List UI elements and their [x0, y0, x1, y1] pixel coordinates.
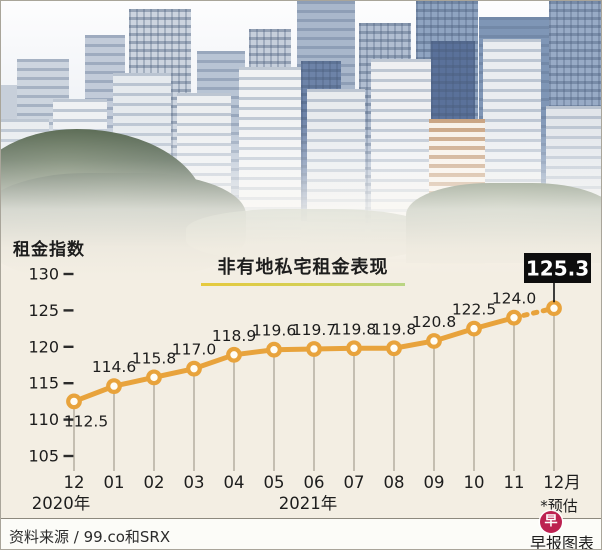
data-point-marker	[306, 341, 322, 357]
point-label: 120.8	[412, 313, 456, 331]
y-tick-label: 115	[28, 374, 59, 393]
y-tick-label: 130	[28, 265, 59, 284]
y-tick-label: 125	[28, 301, 59, 320]
estimate-note: *预估	[540, 497, 578, 515]
x-tick-label: 11	[504, 473, 525, 492]
y-tick-label: 105	[28, 447, 59, 466]
chart-title: 非有地私宅租金表现	[217, 257, 389, 278]
city-skyline-photo	[1, 1, 601, 275]
x-tick-label: 08	[384, 473, 405, 492]
point-label: 114.6	[92, 358, 136, 376]
y-tick-label: 110	[28, 410, 59, 429]
data-point-marker	[546, 300, 562, 317]
year-label-2020: 2020年	[32, 494, 91, 513]
x-tick-label: 05	[264, 473, 285, 492]
year-label-2021: 2021年	[279, 494, 338, 513]
x-tick-label: 06	[304, 473, 325, 492]
x-tick-label: 02	[144, 473, 165, 492]
zaobao-logo-icon: 早	[540, 511, 562, 533]
data-point-marker	[506, 309, 522, 326]
data-point-marker	[426, 333, 442, 349]
x-tick-label: 01	[104, 473, 125, 492]
x-tick-label: 03	[184, 473, 205, 492]
data-point-marker	[106, 378, 122, 395]
data-point-marker	[466, 320, 482, 337]
highlight-value: 125.3	[526, 257, 589, 281]
y-tick-label: 120	[28, 337, 59, 356]
source-credit: 资料来源 / 99.co和SRX	[9, 528, 171, 546]
data-point-marker	[226, 346, 242, 363]
point-label: 122.5	[452, 301, 496, 319]
x-tick-label: 09	[424, 473, 445, 492]
point-label: 119.8	[372, 320, 416, 338]
x-tick-label: 04	[224, 473, 245, 492]
data-point-marker	[266, 341, 282, 358]
zaobao-logo-char: 早	[544, 514, 558, 529]
data-point-marker	[146, 369, 162, 386]
data-point-marker	[346, 340, 362, 357]
point-label: 117.0	[172, 341, 216, 359]
point-label: 119.6	[252, 322, 296, 340]
x-tick-label: 10	[464, 473, 485, 492]
haze-overlay	[1, 1, 601, 275]
point-label: 124.0	[492, 290, 536, 308]
highlight-box	[524, 253, 591, 283]
x-tick-label: 12月	[543, 473, 581, 492]
point-label: 119.7	[292, 321, 336, 339]
point-label: 115.8	[132, 349, 176, 367]
data-point-marker	[66, 393, 82, 410]
point-label: 119.8	[332, 320, 376, 338]
point-label: 118.9	[212, 327, 256, 345]
x-tick-label: 07	[344, 473, 365, 492]
point-label: 112.5	[64, 412, 108, 430]
data-point-marker	[186, 360, 202, 377]
x-tick-label: 12	[64, 473, 85, 492]
zaobao-credit: 早报图表	[529, 534, 594, 550]
data-point-marker	[386, 340, 402, 357]
y-axis-title: 租金指数	[13, 240, 85, 260]
chart-title-block: 非有地私宅租金表现	[201, 253, 405, 286]
title-underline	[201, 283, 405, 286]
footer-bar: 资料来源 / 99.co和SRX 早 早报图表	[1, 511, 601, 550]
